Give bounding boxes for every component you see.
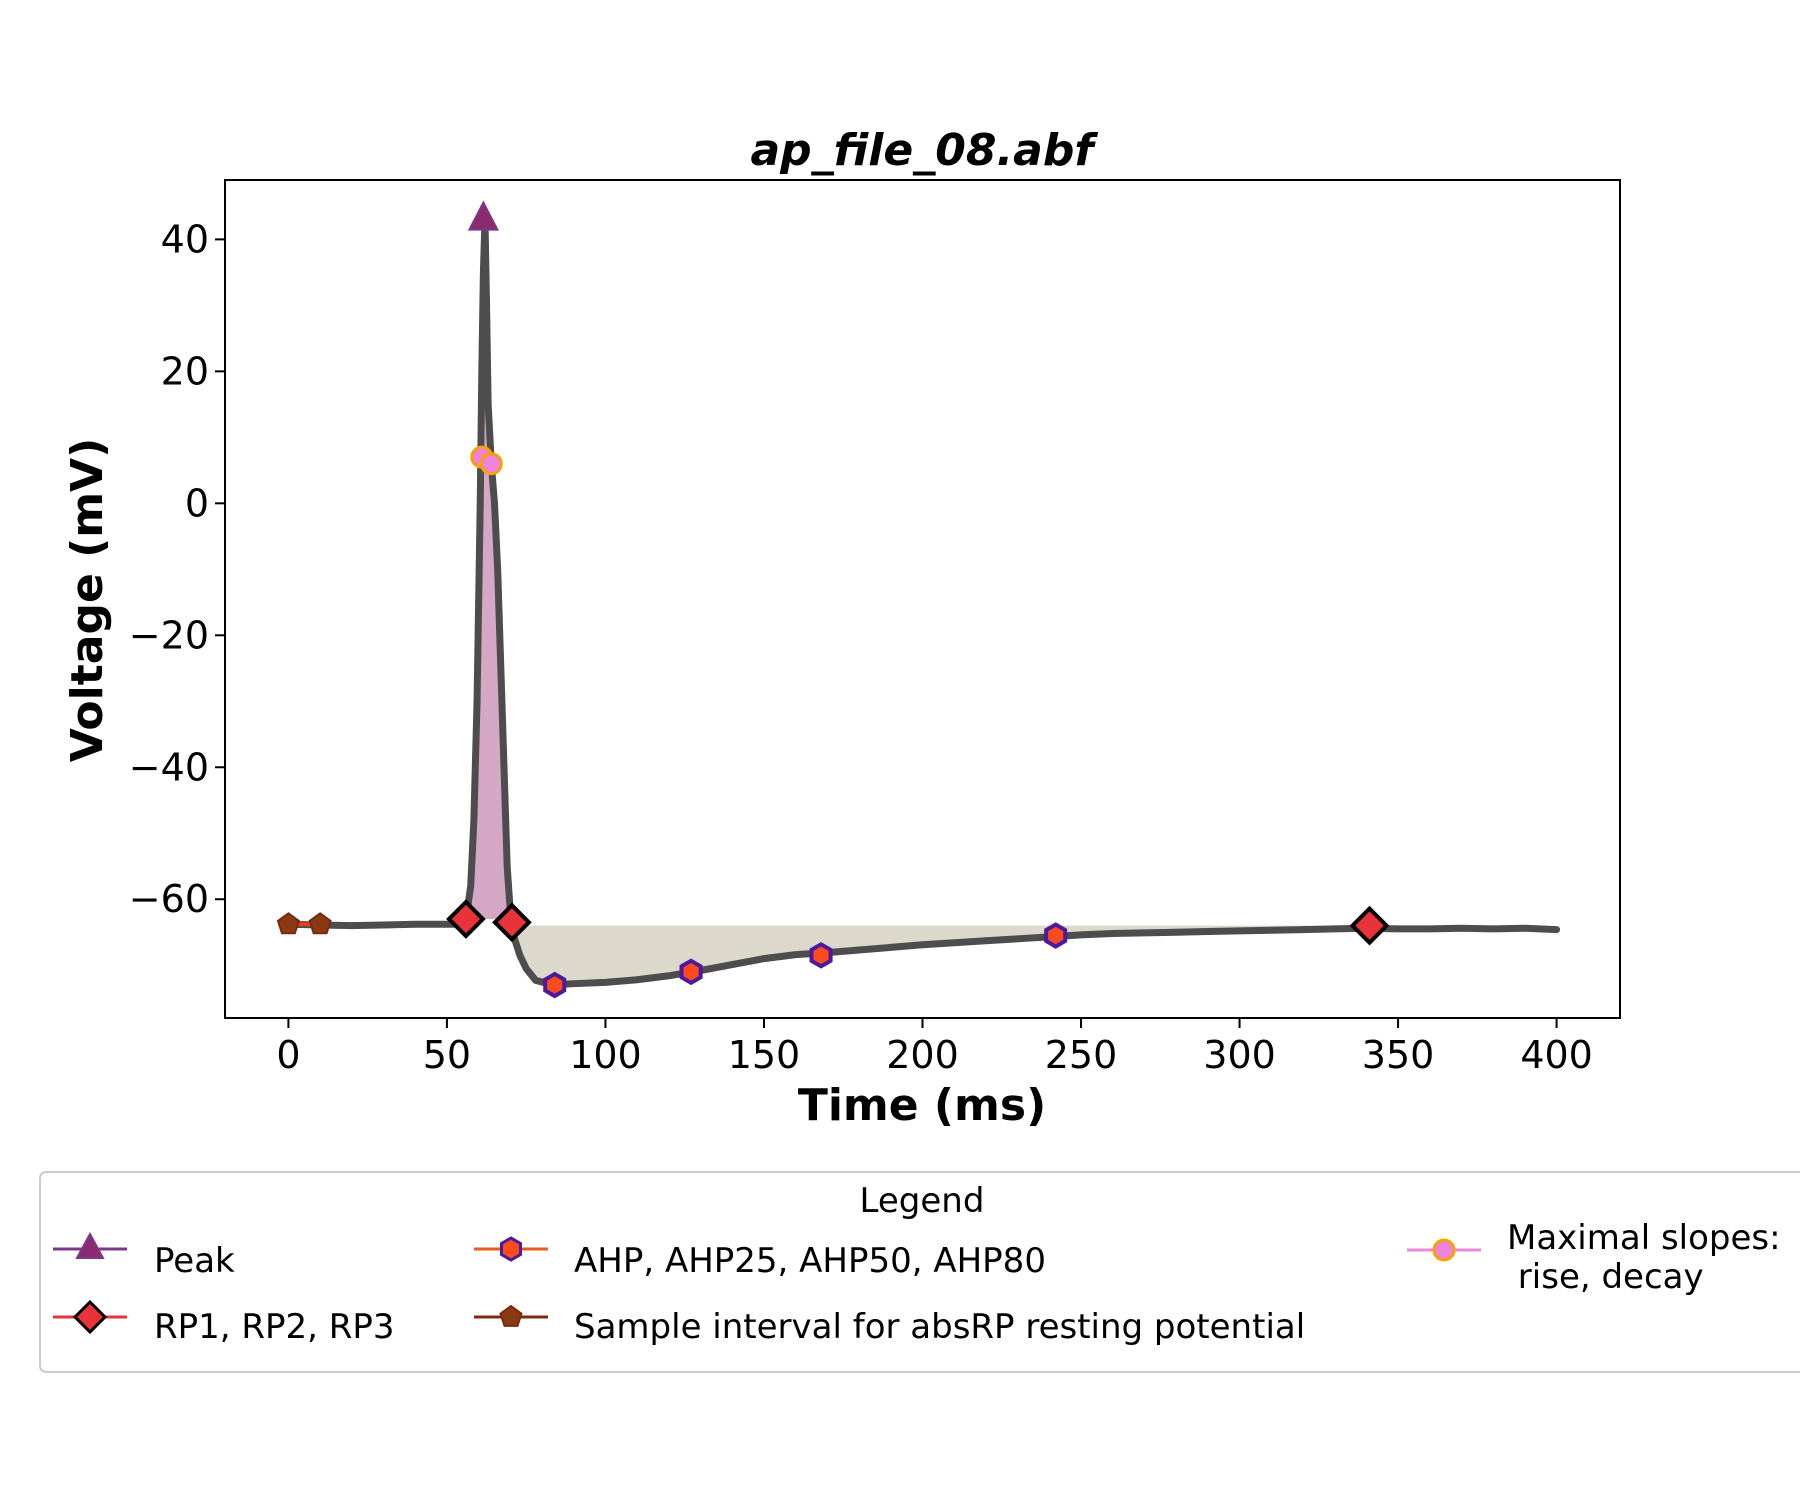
y-tick-label: −20 — [129, 613, 209, 657]
x-axis-label: Time (ms) — [798, 1080, 1046, 1131]
x-tick-label: 50 — [423, 1033, 471, 1077]
legend-entry-peak: Peak — [53, 1231, 235, 1281]
legend-entry-rp: RP1, RP2, RP3 — [53, 1299, 395, 1347]
ahp-marker — [1044, 922, 1068, 949]
plot-frame — [224, 179, 1621, 1019]
x-axis: 0 50 100 150 200 250 300 350 400 — [276, 1018, 1593, 1077]
ahp-marker — [543, 971, 567, 999]
rp-marker — [492, 902, 532, 943]
legend-slopes-circle-icon — [1432, 1238, 1456, 1262]
legend-entry-slopes: Maximal slopes: rise, decay — [1407, 1218, 1781, 1297]
legend-entry-sample: Sample interval for absRP resting potent… — [474, 1304, 1305, 1347]
legend-title: Legend — [860, 1181, 985, 1221]
legend-sample-pentagon-icon — [499, 1304, 523, 1327]
legend-label-rp: RP1, RP2, RP3 — [154, 1307, 395, 1347]
y-axis-label: Voltage (mV) — [62, 438, 113, 762]
legend-label-slopes-line2: rise, decay — [1507, 1257, 1704, 1297]
marker-layer — [276, 200, 1390, 999]
legend-peak-triangle-icon — [75, 1231, 105, 1259]
y-tick-label: −60 — [129, 877, 209, 921]
legend-label-slopes-line1: Maximal slopes: — [1507, 1218, 1781, 1258]
x-tick-label: 100 — [569, 1033, 642, 1077]
y-tick-label: 20 — [161, 349, 209, 393]
legend-label-peak: Peak — [154, 1241, 235, 1281]
legend-rp-diamond-icon — [72, 1299, 108, 1335]
x-tick-label: 400 — [1520, 1033, 1593, 1077]
legend-ahp-hexagon-icon — [500, 1236, 522, 1262]
x-tick-label: 150 — [728, 1033, 801, 1077]
x-tick-label: 350 — [1362, 1033, 1435, 1077]
ahp-area — [511, 923, 1383, 985]
legend: Legend Peak RP1, RP2, RP3 AHP, AHP25, AH… — [39, 1171, 1800, 1373]
legend-label-ahp: AHP, AHP25, AHP50, AHP80 — [574, 1241, 1046, 1281]
sample-interval-marker — [276, 912, 301, 935]
x-tick-label: 0 — [276, 1033, 300, 1077]
y-axis: 40 20 0 −20 −40 −60 — [129, 217, 225, 921]
trace-layer — [284, 216, 1561, 988]
peak-marker — [467, 200, 500, 231]
legend-entry-ahp: AHP, AHP25, AHP50, AHP80 — [474, 1236, 1046, 1281]
legend-label-sample: Sample interval for absRP resting potent… — [574, 1307, 1305, 1347]
ahp-marker — [679, 958, 703, 986]
y-tick-label: 0 — [185, 481, 209, 525]
shaded-areas — [465, 219, 1383, 985]
voltage-trace — [284, 216, 1561, 988]
x-tick-label: 200 — [886, 1033, 959, 1077]
sample-interval-marker — [308, 912, 332, 935]
rp-marker — [1349, 905, 1390, 946]
x-tick-label: 250 — [1045, 1033, 1118, 1077]
y-tick-label: −40 — [129, 745, 209, 789]
y-tick-label: 40 — [161, 217, 209, 261]
max-slope-marker — [479, 452, 503, 476]
chart-title: ap_file_08.abf — [750, 125, 1098, 176]
rp-marker — [446, 899, 486, 939]
ahp-marker — [809, 942, 833, 969]
x-tick-label: 300 — [1203, 1033, 1276, 1077]
legend-frame — [39, 1171, 1800, 1373]
